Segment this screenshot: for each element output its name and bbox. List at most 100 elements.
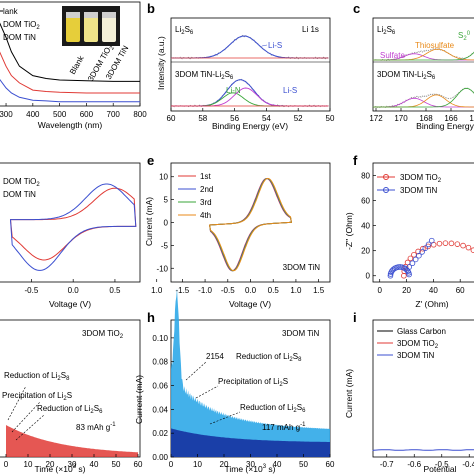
h-ytick-label: 0.10 — [152, 334, 168, 343]
c-top-s0-peak — [373, 51, 474, 61]
f-xlabel: Z' (Ohm) — [415, 299, 448, 309]
a-xticks: 300 400 500 600 700 800 — [0, 103, 147, 119]
f-point-tin — [397, 264, 403, 270]
c-label-s0: S20 — [458, 31, 471, 42]
a-series-tio2 — [0, 51, 140, 94]
f-xtick-label: 60 — [456, 286, 465, 295]
f-point-tio2 — [442, 240, 449, 246]
g-sample-label: 3DOM TiO2 — [82, 329, 124, 340]
c-xtick-label: 166 — [444, 114, 458, 123]
h-xtick-label: 10 — [193, 460, 202, 469]
vial-cap-tio2 — [84, 12, 98, 18]
i-legend-gc: Glass Carbon — [397, 327, 446, 336]
b-bottom-sample: 3DOM TiN-Li2S6 — [175, 70, 234, 81]
h-xtick-label: 20 — [220, 460, 229, 469]
panel-b-frame — [170, 17, 331, 112]
i-ylabel: Current (mA) — [344, 369, 354, 418]
vial-tio2 — [84, 12, 98, 42]
h-ytick-label: 0.06 — [152, 382, 168, 391]
c-xticks: 172 170 168 166 164 — [369, 108, 474, 123]
b-xtick-label: 54 — [262, 114, 271, 123]
h-area-light — [171, 288, 330, 457]
g-pointer-2 — [11, 401, 41, 433]
h-yticks: 0.10 0.08 0.06 0.04 0.02 0.00 — [152, 334, 174, 462]
f-point-tin — [425, 241, 432, 248]
h-xtick-label: 0 — [169, 460, 174, 469]
h-annotation-3: Reduction of Li2S6 — [240, 403, 306, 414]
panel-d-frame — [0, 162, 141, 283]
f-point-tin — [406, 271, 412, 278]
h-xtick-label: 60 — [326, 460, 335, 469]
e-xticks: -1.5 -1.0 -0.5 0.0 0.5 1.0 1.5 — [175, 279, 325, 295]
i-legend-tio2: 3DOM TiO2 — [397, 339, 439, 350]
g-annotation-2: Precipitation of Li2S — [2, 391, 72, 402]
e-legend-2nd: 2nd — [200, 185, 213, 194]
e-legend-3rd: 3rd — [200, 198, 212, 207]
f-xtick-label: 20 — [402, 286, 411, 295]
panel-f-frame — [372, 162, 474, 283]
panel-e: e 1st 2nd 3rd 4th 3DOM TiN -1.5 -1.0 -0.5 0… — [144, 153, 331, 309]
f-xtick-label: 0 — [377, 286, 382, 295]
i-legend: Glass Carbon 3DOM TiO2 3DOM TiN — [377, 327, 446, 360]
b-top-peak-lis: Li-S — [268, 41, 282, 50]
e-yticks: 10 5 0 -5 -10 — [156, 173, 174, 273]
g-annotation-1: Reduction of Li2S8 — [4, 371, 70, 382]
a-legend-tin: DOM TiN — [3, 33, 36, 42]
panel-i: i Glass Carbon 3DOM TiO2 3DOM TiN -0.7 -0… — [344, 310, 474, 474]
vial-cap-tin — [102, 12, 116, 18]
e-legend: 1st 2nd 3rd 4th — [178, 172, 213, 220]
e-xtick-label: 0.0 — [245, 286, 257, 295]
f-point-tin — [409, 260, 416, 267]
b-xticks: 60 58 56 54 52 50 — [167, 108, 335, 123]
c-xlabel: Binding Energy — [416, 121, 474, 131]
f-point-tin — [390, 266, 397, 273]
b-xtick-label: 58 — [198, 114, 207, 123]
e-ytick-label: 10 — [159, 173, 168, 182]
b-ylabel: Intensity (a.u.) — [156, 36, 166, 90]
f-legend-tio2: 3DOM TiO2 — [400, 173, 442, 184]
d-xlabel: Voltage (V) — [49, 299, 91, 309]
e-xtick-label: -0.5 — [221, 286, 235, 295]
f-point-tin — [412, 256, 419, 263]
a-series-tin — [0, 78, 140, 103]
vial-tin — [102, 12, 116, 42]
f-point-tin — [422, 245, 429, 251]
b-label-lin: Li-N — [226, 86, 241, 95]
b-bottom-peak-lin — [171, 92, 329, 107]
b-top-raw — [170, 34, 329, 60]
c-bottom-peak-2 — [373, 94, 474, 108]
c-bottom-peak-1 — [373, 97, 474, 108]
i-xtick-label: -0.6 — [407, 460, 421, 469]
g-capacity-area — [6, 425, 138, 457]
b-top-peak-pointer — [261, 44, 268, 47]
a-legend-blank: lank — [3, 7, 19, 16]
d-xtick-label: 1.0 — [151, 286, 163, 295]
a-xtick-label: 300 — [0, 110, 13, 119]
d-xticks: -0.5 0.0 0.5 1.0 — [25, 279, 163, 295]
f-xticks: 0 20 40 60 — [377, 279, 465, 295]
b-xtick-label: 56 — [230, 114, 239, 123]
vial-cap-blank — [66, 12, 80, 18]
e-ylabel: Current (mA) — [144, 197, 154, 246]
d-xtick-label: -0.5 — [25, 286, 39, 295]
i-xticks: -0.7 -0.6 -0.5 -0.4 — [380, 454, 474, 469]
d-series-tin — [9, 183, 137, 271]
h-ytick-label: 0.00 — [152, 453, 168, 462]
c-top-sample: Li2S6 — [377, 25, 396, 36]
f-panel-label: f — [353, 153, 358, 168]
g-annotation-3: Reduction of Li2S6 — [37, 404, 103, 415]
h-xtick-label: 30 — [246, 460, 255, 469]
i-xlabel: Potential — [423, 464, 456, 474]
h-panel-label: h — [147, 310, 155, 325]
c-xtick-label: 168 — [419, 114, 433, 123]
f-ytick-label: 60 — [361, 197, 370, 206]
f-xtick-label: 40 — [429, 286, 438, 295]
f-point-tio2 — [411, 251, 417, 258]
f-point-tio2 — [401, 272, 407, 279]
d-legend-tin: DOM TiN — [3, 190, 36, 199]
h-ylabel: Current (mA) — [134, 375, 144, 424]
f-point-tio2 — [415, 248, 421, 255]
h-ytick-label: 0.04 — [152, 405, 168, 414]
f-point-tio2 — [470, 247, 474, 253]
g-xtick-label: 40 — [90, 460, 99, 469]
